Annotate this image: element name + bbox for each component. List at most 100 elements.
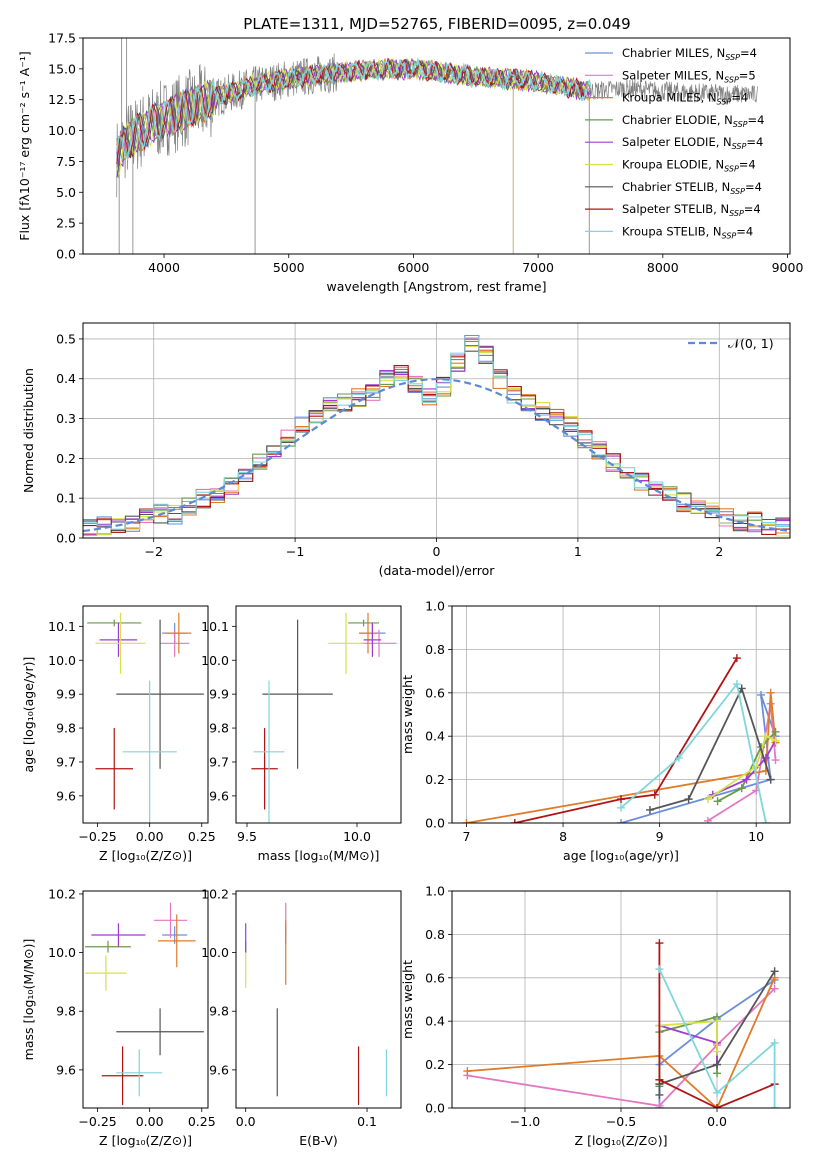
y-tick-label: 0.0 [425, 1101, 445, 1116]
axes-frame [235, 890, 402, 1109]
mass-weight-point [655, 965, 664, 974]
y-tick-label: 0.3 [56, 411, 76, 426]
mass-weight-line [658, 1024, 718, 1080]
mass-weight-point [757, 690, 766, 699]
mass-weight-point [713, 1069, 722, 1078]
mass-weight-point [771, 756, 780, 765]
figure-title: PLATE=1311, MJD=52765, FIBERID=0095, z=0… [243, 15, 630, 33]
y-tick-label: 1.0 [425, 599, 445, 614]
mass-weight-line [620, 682, 767, 823]
mass-weight-point [713, 1088, 722, 1097]
plot-area [245, 902, 388, 1106]
residual-histogram [83, 337, 790, 530]
mass-weight-point [713, 1104, 722, 1108]
mass-weight-point [655, 939, 664, 948]
y-tick-label: 10.0 [201, 653, 229, 668]
mass-weight-point [617, 819, 625, 823]
plot-area [463, 939, 779, 1108]
legend-label: Salpeter ELODIE, NSSP=4 [622, 135, 763, 151]
x-tick-label: 9 [656, 829, 664, 844]
legend-label: Chabrier MILES, NSSP=4 [622, 46, 757, 62]
y-tick-label: 10.0 [48, 653, 76, 668]
x-axis-label: wavelength [Angstrom, rest frame] [326, 279, 546, 294]
mass-weight-point [684, 795, 693, 804]
y-tick-label: 10.2 [201, 886, 229, 901]
mass-weight-point [713, 797, 722, 806]
mass-weight-vs-z-panel: −1.0 −0.5 0.0 0.0 0.2 0.4 0.6 0.8 1.0 Z [log₁₀(Z/… [400, 884, 791, 1148]
mass-weight-point [770, 967, 779, 976]
y-tick-label: 0.4 [425, 729, 445, 744]
legend: Chabrier MILES, NSSP=4 Salpeter MILES, NS… [585, 46, 764, 240]
spectrum-panel: 4000 5000 6000 7000 8000 9000 0.0 2.5 5.0 7.5 10.0… [17, 31, 803, 295]
axes-frame [82, 605, 209, 824]
y-tick-label: 10.1 [201, 619, 229, 634]
x-tick-label: 7000 [522, 260, 554, 275]
mass-weight-point [713, 1047, 722, 1056]
legend-label: Chabrier ELODIE, NSSP=4 [622, 113, 764, 129]
axes-frame [235, 605, 402, 824]
y-tick-label: 9.8 [56, 721, 76, 736]
x-tick-label: 0.00 [136, 1114, 164, 1129]
x-tick-label: 1 [574, 544, 582, 559]
plot-area [83, 334, 790, 537]
mass-weight-line [717, 731, 777, 803]
age-vs-mass-panel: 9.5 10.0 9.6 9.7 9.8 9.9 10.0 10.1 mass [log₁₀(M… [201, 605, 402, 863]
y-tick-label: 9.8 [209, 721, 229, 736]
mass-weight-point [674, 753, 683, 762]
y-tick-label: 10.0 [48, 123, 76, 138]
y-tick-label: 0.2 [425, 1057, 445, 1072]
y-axis-label: mass weight [400, 960, 415, 1039]
mass-weight-point [713, 1017, 722, 1026]
x-tick-label: −2 [144, 544, 162, 559]
y-tick-label: 0.4 [56, 371, 76, 386]
x-axis-label: E(B-V) [299, 1133, 338, 1148]
y-tick-label: 0.8 [425, 642, 445, 657]
y-tick-label: 9.8 [56, 1004, 76, 1019]
y-tick-label: 10.1 [48, 619, 76, 634]
x-tick-label: 0.1 [357, 1114, 377, 1129]
y-tick-label: 5.0 [56, 185, 76, 200]
axes-frame [451, 890, 791, 1109]
mass-weight-line [658, 943, 775, 1108]
y-tick-label: 9.6 [56, 1062, 76, 1077]
histogram-panel: −2 −1 0 1 2 0.0 0.1 0.2 0.3 0.4 0.5 (data-model)/er… [21, 322, 791, 578]
x-tick-label: 7 [463, 829, 471, 844]
mass-weight-line [466, 692, 777, 823]
mass-weight-point [650, 790, 659, 799]
mass-weight-point [771, 736, 780, 745]
y-axis-label: mass [log₁₀(M/M⊙)] [21, 939, 36, 1061]
mass-weight-point [770, 984, 779, 993]
mass-weight-point [655, 1090, 664, 1099]
x-tick-label: 9000 [772, 260, 804, 275]
x-tick-label: 4000 [148, 260, 180, 275]
legend-label: Chabrier STELIB, NSSP=4 [622, 180, 762, 196]
y-tick-label: 0.6 [425, 970, 445, 985]
y-tick-label: 0.0 [56, 531, 76, 546]
mass-weight-point [463, 1067, 472, 1076]
mass-weight-point [771, 727, 780, 736]
mass-weight-line [514, 657, 738, 823]
mass-vs-z-panel: −0.25 0.00 0.25 9.6 9.8 10.0 10.2 Z [log₁₀(Z/Z⊙… [21, 886, 216, 1148]
legend-label: 𝒩(0, 1) [728, 336, 774, 351]
y-tick-label: 0.8 [425, 927, 445, 942]
y-axis-label: Flux [fλ10⁻¹⁷ erg cm⁻² s⁻¹ A⁻¹] [17, 51, 32, 240]
y-axis-label: mass weight [400, 675, 415, 754]
mass-weight-point [737, 784, 746, 793]
mass-weight-line [658, 970, 776, 1095]
y-axis-label: Normed distribution [21, 368, 36, 493]
x-tick-label: −1.0 [510, 1114, 540, 1129]
y-tick-label: 0.0 [56, 247, 76, 262]
y-tick-label: 9.7 [209, 754, 229, 769]
mass-weight-vs-age-panel: 7 8 9 10 0.0 0.2 0.4 0.6 0.8 1.0 age [log₁₀(age/yr… [400, 599, 791, 863]
y-tick-label: 9.6 [209, 788, 229, 803]
y-axis-label: age [log₁₀(age/yr)] [21, 657, 36, 773]
x-tick-label: 10.0 [343, 829, 371, 844]
x-tick-label: 8000 [647, 260, 679, 275]
legend-label: Kroupa STELIB, NSSP=4 [622, 224, 753, 240]
x-tick-label: 8 [559, 829, 567, 844]
mass-weight-point [703, 816, 712, 823]
y-tick-label: 0.0 [425, 816, 445, 831]
mass-weight-point [617, 795, 625, 804]
plot-area [116, 38, 758, 254]
mass-weight-point [737, 684, 746, 693]
